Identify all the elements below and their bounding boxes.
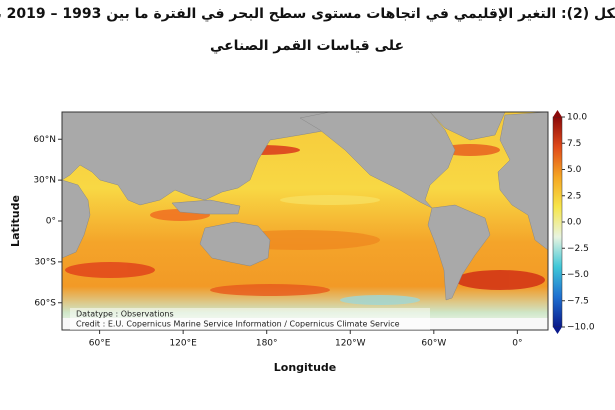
- land: [427, 204, 491, 301]
- land: [199, 221, 271, 267]
- x-tick-label: 120°E: [169, 339, 197, 349]
- colorbar-extend-bottom: [553, 327, 562, 334]
- note: Credit : E.U. Copernicus Marine Service …: [76, 320, 400, 329]
- x-tick-label: 180°: [256, 339, 278, 349]
- y-tick-label: 60°N: [33, 135, 56, 145]
- colorbar-tick-label: −7.5: [567, 296, 589, 306]
- caption-line: شكل (2): التغير الإقليمي في اتجاهات مستو…: [0, 6, 615, 22]
- y-axis-label: Latitude: [9, 195, 22, 247]
- colorbar-extend-top: [553, 110, 562, 117]
- land: [62, 179, 91, 259]
- colorbar-tick-label: 10.0: [567, 113, 587, 123]
- note-box: [70, 308, 430, 330]
- y-tick-label: 30°N: [33, 176, 56, 186]
- colorbar-tick-label: 0.0: [567, 218, 582, 228]
- colorbar-tick-label: 5.0: [567, 165, 582, 175]
- y-tick-label: 30°S: [34, 257, 56, 267]
- land: [497, 112, 548, 251]
- note: Datatype : Observations: [76, 310, 174, 319]
- colorbar-tick-label: 2.5: [567, 191, 581, 201]
- land: [429, 112, 506, 141]
- colorbar: [552, 116, 563, 328]
- y-tick-label: 60°S: [34, 298, 56, 308]
- caption-line: على قياسات القمر الصناعي: [210, 38, 404, 54]
- x-axis-label: Longitude: [274, 361, 336, 374]
- colorbar-tick-label: −2.5: [567, 244, 589, 254]
- x-tick-label: 60°E: [89, 339, 111, 349]
- land: [171, 199, 241, 215]
- colorbar-tick-label: −10.0: [567, 323, 595, 333]
- x-tick-label: 120°W: [335, 339, 366, 349]
- colorbar-tick-label: 7.5: [567, 139, 581, 149]
- land: [299, 112, 456, 209]
- colorbar-tick-label: −5.0: [567, 270, 589, 280]
- y-tick-label: 0°: [46, 217, 56, 227]
- map: [62, 112, 548, 330]
- x-tick-label: 60°W: [421, 339, 446, 349]
- trend-patches: [65, 144, 545, 305]
- land: [62, 112, 386, 206]
- x-tick-label: 0°: [512, 339, 522, 349]
